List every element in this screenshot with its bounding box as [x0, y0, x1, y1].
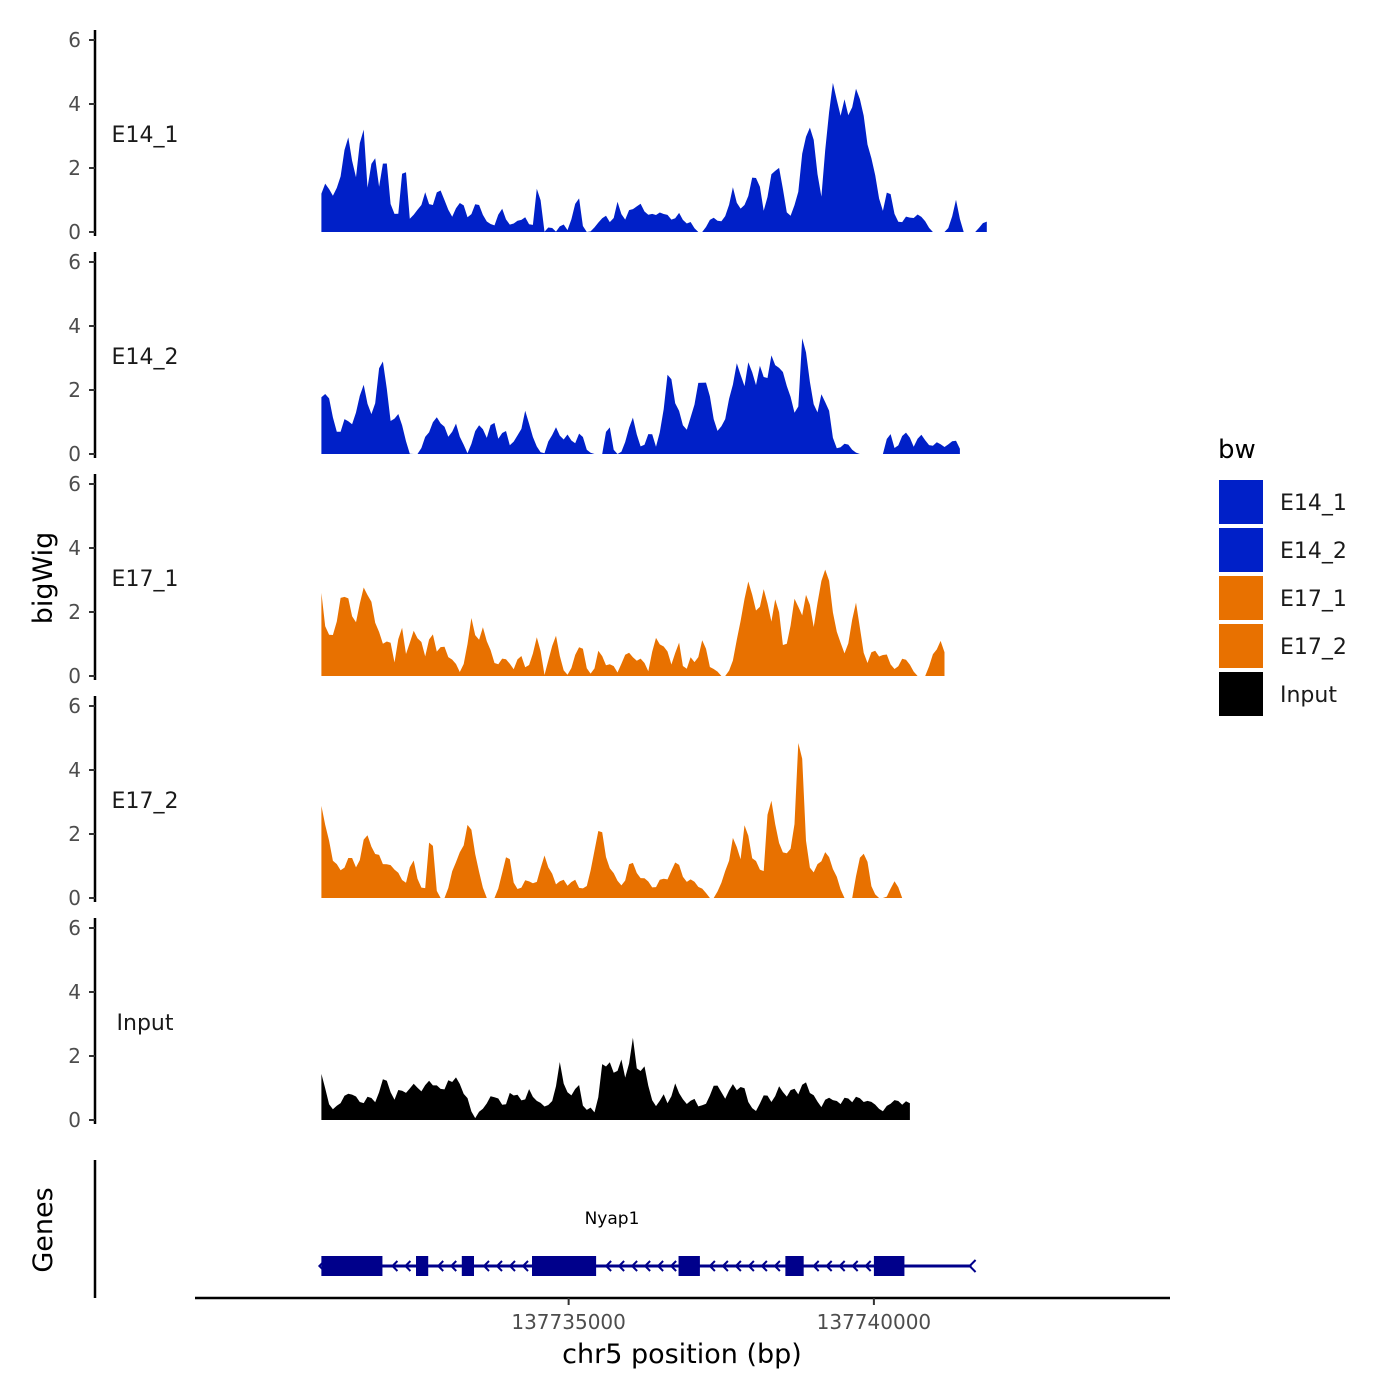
strand-chevron: [643, 1260, 651, 1272]
y-tick-label-E17_2-2: 2: [68, 822, 81, 846]
signal-area-E17_2: [321, 743, 906, 898]
genes-axis-title: Genes: [28, 1187, 59, 1272]
y-tick-label-Input-2: 2: [68, 1044, 81, 1068]
strand-chevron: [656, 1260, 664, 1272]
track-E14_1: 0 2 4 6 E14_1: [68, 28, 987, 244]
x-axis: 137735000 137740000: [195, 1296, 1170, 1334]
exon-6: [785, 1256, 804, 1276]
gene-name-label: Nyap1: [585, 1209, 640, 1229]
y-tick-label-E17_1-0: 0: [68, 664, 81, 688]
signal-area-Input: [321, 1037, 910, 1120]
strand-chevron: [734, 1260, 742, 1272]
track-E17_2: 0 2 4 6 E17_2: [68, 694, 906, 910]
strand-chevron: [508, 1260, 516, 1272]
y-tick-label-E17_2-0: 0: [68, 886, 81, 910]
strand-chevron: [630, 1260, 638, 1272]
gene-panel: Genes Nyap1: [28, 1160, 977, 1298]
y-tick-label-E14_2-6: 6: [68, 250, 81, 274]
strand-chevron: [604, 1260, 612, 1272]
strand-chevron: [669, 1260, 677, 1272]
track-label-E17_1: E17_1: [112, 567, 179, 592]
x-tick-label-0: 137735000: [511, 1310, 626, 1334]
y-tick-label-E17_1-4: 4: [68, 536, 81, 560]
y-tick-label-E14_1-4: 4: [68, 92, 81, 116]
strand-chevron: [495, 1260, 503, 1272]
track-Input: 0 2 4 6 Input: [68, 916, 910, 1132]
gene-end-cap: [968, 1259, 977, 1273]
exon-3: [461, 1256, 475, 1276]
track-E17_1: 0 2 4 6 E17_1: [68, 472, 945, 688]
legend-swatch-Input: [1219, 672, 1263, 716]
y-tick-label-E17_1-6: 6: [68, 472, 81, 496]
strand-chevron: [482, 1260, 490, 1272]
legend-label-E14_1: E14_1: [1280, 491, 1347, 516]
track-E14_2: 0 2 4 6 E14_2: [68, 250, 960, 466]
legend-swatch-E14_1: [1219, 480, 1263, 524]
exon-2: [416, 1256, 429, 1276]
y-tick-label-E14_1-2: 2: [68, 156, 81, 180]
y-tick-label-E17_2-4: 4: [68, 758, 81, 782]
y-axis-title: bigWig: [28, 532, 59, 625]
legend-label-E14_2: E14_2: [1280, 539, 1347, 564]
signal-area-E17_1: [321, 569, 945, 676]
exon-7: [873, 1256, 905, 1276]
track-label-Input: Input: [117, 1011, 174, 1036]
strand-chevron: [721, 1260, 729, 1272]
legend-label-E17_2: E17_2: [1280, 635, 1347, 660]
y-tick-label-Input-4: 4: [68, 980, 81, 1004]
legend-title: bw: [1218, 435, 1256, 465]
exon-5: [678, 1256, 700, 1276]
y-tick-label-E14_2-4: 4: [68, 314, 81, 338]
signal-area-E14_2: [321, 338, 960, 454]
legend-label-Input: Input: [1280, 683, 1337, 708]
y-tick-label-E14_1-6: 6: [68, 28, 81, 52]
signal-area-E14_1: [321, 82, 987, 233]
legend-label-E17_1: E17_1: [1280, 587, 1347, 612]
y-tick-label-E14_2-2: 2: [68, 378, 81, 402]
track-label-E17_2: E17_2: [112, 789, 179, 814]
y-tick-label-E14_2-0: 0: [68, 442, 81, 466]
exon-4: [532, 1256, 597, 1276]
strand-chevron: [521, 1260, 529, 1272]
legend-swatch-E17_2: [1219, 624, 1263, 668]
x-axis-title: chr5 position (bp): [562, 1339, 802, 1370]
strand-chevron: [747, 1260, 755, 1272]
strand-chevron: [708, 1260, 716, 1272]
legend-swatch-E14_2: [1219, 528, 1263, 572]
y-tick-label-E14_1-0: 0: [68, 220, 81, 244]
strand-chevron: [812, 1260, 820, 1272]
y-tick-label-E17_2-6: 6: [68, 694, 81, 718]
track-label-E14_2: E14_2: [112, 345, 179, 370]
strand-chevron: [436, 1260, 444, 1272]
strand-chevron: [391, 1260, 399, 1272]
track-label-E14_1: E14_1: [112, 123, 179, 148]
strand-chevron: [760, 1260, 768, 1272]
strand-chevron: [825, 1260, 833, 1272]
legend: bw E14_1 E14_2 E17_1 E17_2 Input: [1218, 435, 1347, 716]
tracks-group: 0 2 4 6 E14_1 0 2 4 6 E14_2 0 2 4 6 E17_1 0 2 4 6 E17_2 0 2 4 6…: [68, 28, 987, 1132]
strand-chevron: [404, 1260, 412, 1272]
strand-chevron: [864, 1260, 872, 1272]
strand-chevron: [773, 1260, 781, 1272]
y-tick-label-Input-0: 0: [68, 1108, 81, 1132]
strand-chevron: [449, 1260, 457, 1272]
exon-1: [321, 1256, 383, 1276]
x-tick-label-1: 137740000: [817, 1310, 932, 1334]
legend-swatch-E17_1: [1219, 576, 1263, 620]
strand-chevron: [838, 1260, 846, 1272]
strand-chevron: [851, 1260, 859, 1272]
y-tick-label-Input-6: 6: [68, 916, 81, 940]
y-tick-label-E17_1-2: 2: [68, 600, 81, 624]
strand-chevron: [617, 1260, 625, 1272]
